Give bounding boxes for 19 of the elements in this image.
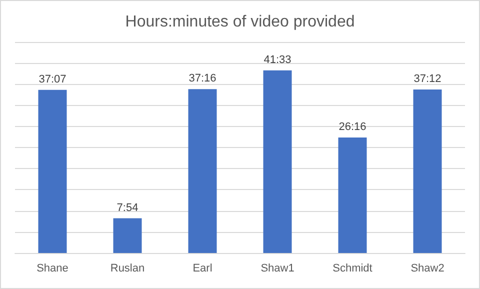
bar [188,89,217,253]
chart-title: Hours:minutes of video provided [125,14,355,30]
data-label: 37:07 [38,73,66,86]
data-label: 7:54 [116,202,138,214]
bar [338,138,367,253]
x-tick-label: Shaw1 [260,262,294,274]
x-tick-label: Ruslan [110,262,145,274]
data-label: 26:16 [338,121,366,134]
x-tick-label: Shaw2 [410,262,444,274]
bar [263,70,292,253]
data-label: 41:33 [264,54,292,66]
data-label: 37:12 [414,72,442,85]
bar [413,89,442,253]
bar [38,90,67,253]
x-tick-label: Shane [36,262,68,274]
bar [113,218,142,253]
x-tick-label: Earl [192,262,212,274]
data-label: 37:16 [188,72,216,85]
x-tick-label: Schmidt [332,262,372,274]
